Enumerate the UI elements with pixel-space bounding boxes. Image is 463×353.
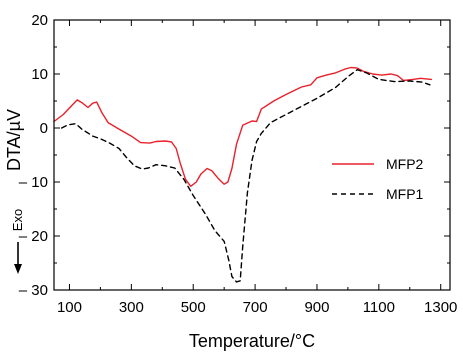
x-tick-label: 1100	[363, 299, 395, 316]
x-tick-label: 700	[243, 299, 268, 316]
y-tick-label: – 20	[19, 228, 48, 245]
y-tick-label: 10	[31, 66, 48, 83]
x-tick-label: 100	[57, 299, 82, 316]
labels-layer: 100 300 500 700 900 1100 1300 – 30 – 20 – 10 0 10 20	[19, 12, 458, 316]
y-tick-label: – 10	[19, 174, 48, 191]
legend-label-mfp2: MFP2	[386, 156, 424, 172]
x-tick-label: 1300	[424, 299, 457, 316]
exo-arrow-head-icon	[14, 264, 22, 274]
x-tick-label: 500	[181, 299, 206, 316]
y-tick-label: 20	[31, 12, 48, 29]
exo-label: Exo	[10, 209, 25, 231]
x-axis-title: Temperature/°C	[189, 331, 315, 351]
series-line-mfp2	[53, 66, 433, 187]
y-tick-label: 0	[40, 120, 48, 137]
x-tick-label: 900	[304, 299, 329, 316]
y-tick-label: – 30	[19, 282, 48, 299]
x-tick-label: 300	[119, 299, 144, 316]
ticks-layer	[54, 19, 450, 291]
series-layer	[53, 66, 433, 283]
plot-frame	[53, 19, 451, 291]
legend: MFP2 MFP1	[332, 156, 424, 202]
y-axis-title: DTA/µV	[4, 109, 24, 171]
exo-annotation: Exo	[10, 209, 25, 274]
series-line-mfp1	[61, 69, 431, 283]
legend-label-mfp1: MFP1	[386, 186, 424, 202]
